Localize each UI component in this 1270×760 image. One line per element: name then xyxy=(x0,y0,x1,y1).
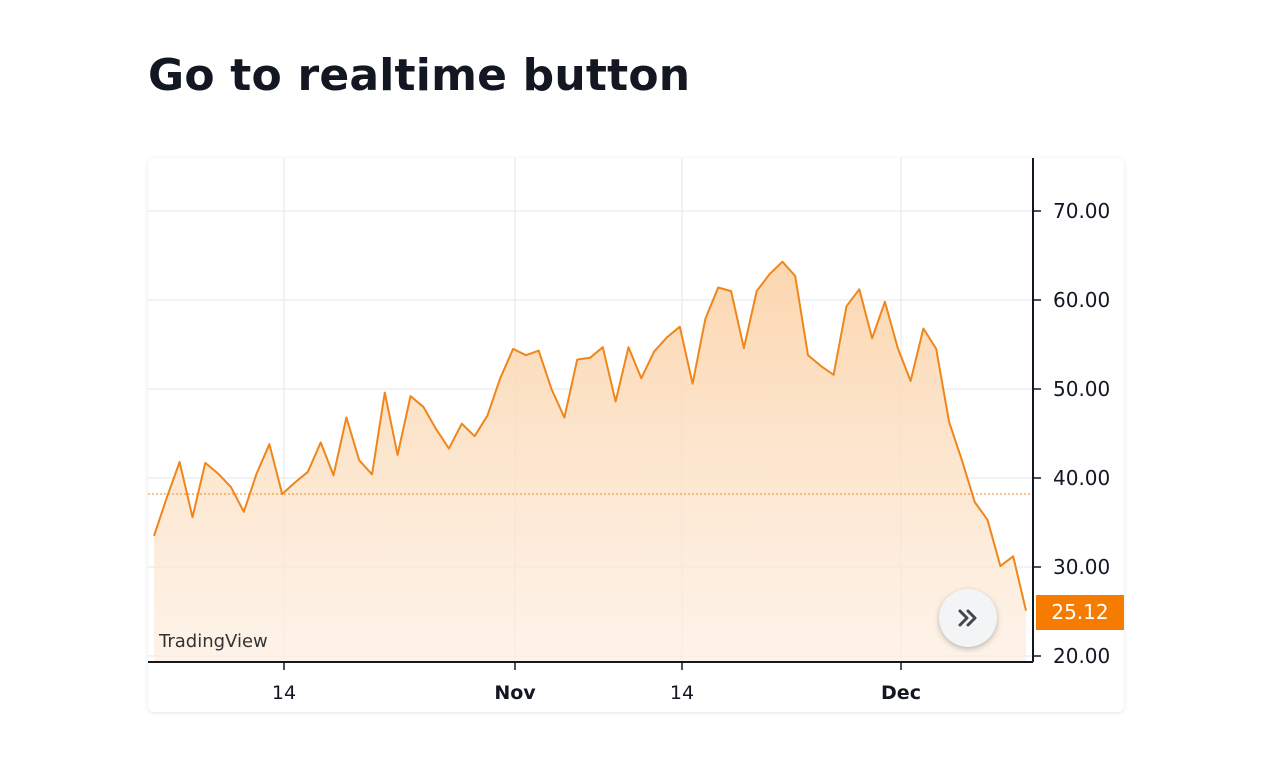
y-tick-label-2: 50.00 xyxy=(1053,377,1110,401)
double-chevron-right-icon xyxy=(958,609,977,627)
price-line xyxy=(153,260,1027,611)
x-tick-label-3: Dec xyxy=(881,682,921,704)
price-area-fill xyxy=(154,261,1026,662)
x-tick-label-1: Nov xyxy=(494,682,536,704)
go-to-realtime-button[interactable] xyxy=(939,589,997,647)
x-tick-label-2: 14 xyxy=(670,682,694,704)
area-chart[interactable]: 70.00 60.00 50.00 40.00 30.00 20.00 14 Nov 14 De… xyxy=(148,158,1124,712)
x-tick-label-0: 14 xyxy=(272,682,296,704)
price-axis-labels: 70.00 60.00 50.00 40.00 30.00 20.00 xyxy=(1033,199,1110,668)
chart-card[interactable]: 70.00 60.00 50.00 40.00 30.00 20.00 14 Nov 14 De… xyxy=(148,158,1124,712)
axes xyxy=(148,158,1034,663)
y-tick-label-4: 30.00 xyxy=(1053,555,1110,579)
tradingview-watermark: TradingView xyxy=(159,631,268,652)
y-tick-label-0: 70.00 xyxy=(1053,199,1110,223)
y-tick-label-1: 60.00 xyxy=(1053,288,1110,312)
y-tick-label-3: 40.00 xyxy=(1053,466,1110,490)
time-axis-labels: 14 Nov 14 Dec xyxy=(272,662,921,704)
y-tick-label-5: 20.00 xyxy=(1053,644,1110,668)
last-price-badge: 25.12 xyxy=(1036,595,1124,630)
page-title: Go to realtime button xyxy=(148,50,691,101)
